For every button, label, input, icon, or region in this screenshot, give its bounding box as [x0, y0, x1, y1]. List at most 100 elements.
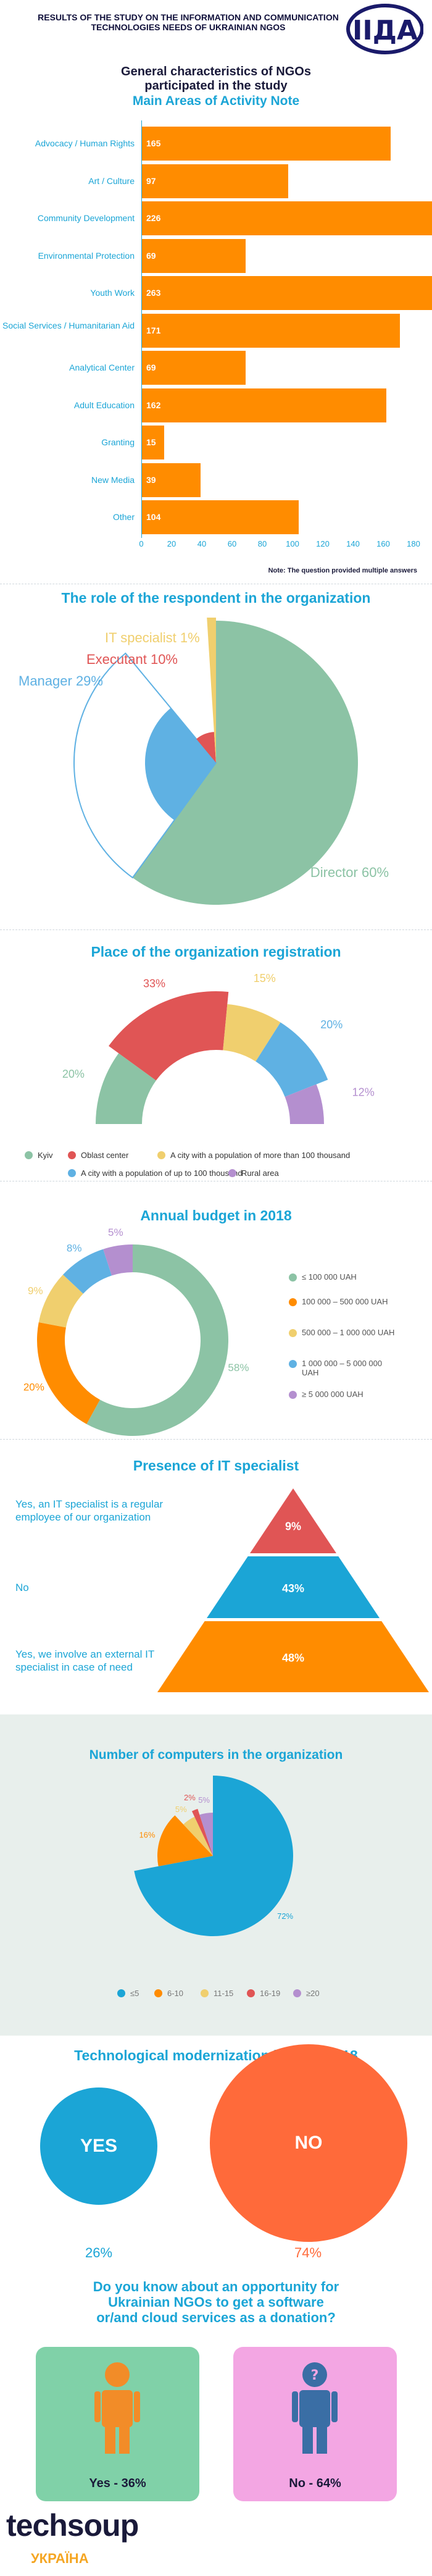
bar-category-label: Environmental Protection: [38, 250, 135, 261]
general-title: General characteristics of NGOs particip…: [121, 65, 311, 93]
it-pyramid-band: [250, 1488, 336, 1553]
legend-label: Kyiv: [38, 1151, 53, 1160]
bar-category-label: Art / Culture: [88, 175, 135, 186]
bar-category-label: Adult Education: [73, 400, 135, 410]
x-tick-label: 60: [227, 539, 237, 548]
role-chart-title: The role of the respondent in the organi…: [61, 590, 371, 606]
registration-legend-item: A city with a population of more than 10…: [157, 1151, 350, 1160]
computers-slice: [199, 1813, 213, 1856]
bar-category-label: Other: [112, 512, 135, 522]
it-value-label: 48%: [282, 1652, 304, 1664]
legend-label: 1 000 000 – 5 000 000 UAH: [302, 1359, 383, 1377]
budget-value-label: 9%: [28, 1285, 43, 1297]
legend-swatch: [293, 1989, 301, 1997]
question-person-icon: ?: [292, 2362, 338, 2454]
registration-segment: [255, 1022, 328, 1097]
registration-legend-item: Oblast center: [68, 1151, 128, 1160]
budget-legend-item: ≤ 100 000 UAH: [289, 1272, 412, 1282]
legend-swatch: [154, 1989, 162, 1997]
bar-category-label: Advocacy / Human Rights: [35, 138, 135, 148]
legend-label: Rural area: [241, 1168, 279, 1178]
bar-value-label: 15: [146, 437, 156, 447]
modernization-no-pct: 74%: [294, 2245, 322, 2260]
header: RESULTS OF THE STUDY ON THE INFORMATION …: [0, 0, 432, 56]
it-label-external: Yes, we involve an external IT specialis…: [15, 1648, 154, 1673]
budget-segment: [86, 1244, 228, 1436]
computers-legend-item: 11-15: [201, 1989, 233, 1998]
legend-label: ≤ 100 000 UAH: [302, 1272, 357, 1282]
legend-swatch: [117, 1989, 125, 1997]
computers-chart-title: Number of computers in the organization: [89, 1748, 343, 1762]
role-slice: [207, 618, 216, 763]
it-pyramid-band: [207, 1556, 380, 1618]
role-slice-label: Manager 29%: [19, 673, 103, 689]
legend-label: 11-15: [214, 1989, 234, 1998]
legend-swatch: [247, 1989, 255, 1997]
legend-label: ≥ 5 000 000 UAH: [302, 1390, 363, 1399]
role-slice-label: Executant 10%: [86, 652, 178, 667]
computers-value-label: 16%: [139, 1830, 155, 1839]
bar-value-label: 226: [146, 213, 161, 223]
bar-category-label: New Media: [91, 474, 135, 485]
x-tick-label: 20: [167, 539, 177, 548]
modernization-yes-circle: YES: [40, 2087, 157, 2205]
legend-swatch: [157, 1151, 165, 1159]
computers-value-label: 2%: [184, 1793, 196, 1802]
legend-label: 16-19: [260, 1989, 281, 1998]
it-value-label: 43%: [282, 1582, 304, 1595]
role-pie-chart: Director 60% Manager 29% Executant 10% IT s…: [19, 618, 389, 905]
legend-swatch: [289, 1273, 297, 1282]
role-slice: [144, 708, 216, 821]
budget-value-label: 58%: [228, 1362, 249, 1374]
registration-legend-item: Kyiv: [25, 1151, 53, 1160]
techsoup-logo: techsoup: [6, 2508, 139, 2543]
bar-category-label: Social Services / Humanitarian Aid: [2, 320, 135, 330]
it-chart-title: Presence of IT specialist: [133, 1458, 299, 1474]
budget-segment: [38, 1274, 83, 1328]
donation-yes-label: Yes - 36%: [89, 2477, 146, 2490]
registration-segment: [223, 1004, 281, 1062]
registration-value-label: 15%: [254, 972, 276, 984]
report-title: RESULTS OF THE STUDY ON THE INFORMATION …: [38, 12, 339, 32]
svg-text:?: ?: [311, 2368, 319, 2383]
x-tick-label: 180: [407, 539, 420, 548]
activity-bar: [141, 463, 201, 497]
computers-value-label: 5%: [175, 1805, 187, 1814]
activity-bar: [141, 276, 432, 310]
legend-label: A city with a population of more than 10…: [170, 1151, 351, 1160]
legend-label: 6-10: [167, 1989, 184, 1998]
computers-legend-item: ≤5: [117, 1989, 139, 1998]
bar-category-label: Analytical Center: [69, 363, 135, 372]
bar-value-label: 171: [146, 325, 161, 335]
donation-question: Do you know about an opportunity for Ukr…: [93, 2279, 339, 2325]
computers-slice: [157, 1815, 213, 1866]
budget-legend-item: 500 000 – 1 000 000 UAH: [289, 1328, 412, 1337]
registration-legend-item: A city with a population of up to 100 th…: [68, 1168, 243, 1178]
legend-label: A city with a population of up to 100 th…: [81, 1168, 243, 1178]
registration-segment: [109, 991, 229, 1081]
activity-note: Note: The question provided multiple ans…: [268, 567, 417, 574]
legend-label: ≤5: [130, 1989, 139, 1998]
legend-swatch: [68, 1151, 76, 1159]
budget-legend-item: ≥ 5 000 000 UAH: [289, 1390, 412, 1399]
donation-no-card: ? No - 64%: [233, 2347, 397, 2501]
bar-value-label: 104: [146, 512, 161, 522]
computers-slice: [134, 1776, 294, 1936]
it-label-no: No: [15, 1582, 29, 1593]
registration-value-label: 12%: [352, 1086, 375, 1098]
computers-value-label: 5%: [198, 1795, 210, 1805]
x-tick-label: 140: [346, 539, 360, 548]
budget-segment: [63, 1249, 112, 1294]
activity-bar: [141, 313, 400, 348]
registration-chart-title: Place of the organization registration: [91, 944, 341, 960]
budget-segment: [37, 1322, 101, 1424]
legend-label: 100 000 – 500 000 UAH: [302, 1297, 388, 1306]
legend-swatch: [68, 1169, 76, 1177]
role-slice: [132, 621, 359, 905]
budget-value-label: 5%: [108, 1227, 123, 1238]
it-pyramid-band: [157, 1621, 429, 1692]
registration-value-label: 20%: [62, 1068, 85, 1080]
x-axis-line: [141, 120, 142, 538]
computers-value-label: 72%: [277, 1911, 293, 1921]
